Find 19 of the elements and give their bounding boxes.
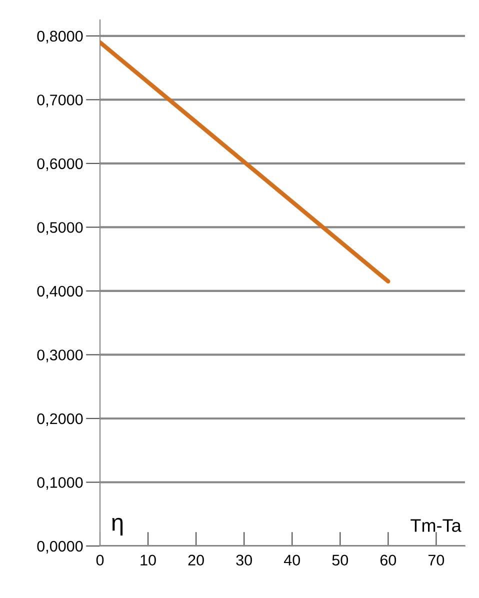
y-tick-label: 0,7000 xyxy=(37,94,83,108)
y-axis-title: η xyxy=(112,518,123,536)
y-tick-label: 0,4000 xyxy=(37,286,83,298)
x-tick-label: 0 xyxy=(96,554,104,566)
x-axis-title: Tm-Ta xyxy=(410,519,462,532)
x-tick-label: 60 xyxy=(380,554,396,566)
y-tick-label: 0,5000 xyxy=(37,222,83,235)
y-tick-label: 0,1000 xyxy=(37,477,83,490)
y-tick-label: 0,3000 xyxy=(37,350,83,362)
x-tick-label: 70 xyxy=(428,554,444,566)
x-tick-label: 50 xyxy=(332,554,348,566)
x-tick-label: 40 xyxy=(284,554,300,566)
x-tick-label: 30 xyxy=(236,554,252,566)
y-tick-label: 0,8000 xyxy=(37,30,83,44)
x-tick-label: 20 xyxy=(188,554,204,566)
y-tick-label: 0,6000 xyxy=(37,158,83,171)
y-tick-label: 0,0000 xyxy=(37,540,83,554)
x-tick-label: 10 xyxy=(140,554,156,566)
y-tick-label: 0,2000 xyxy=(37,413,83,426)
